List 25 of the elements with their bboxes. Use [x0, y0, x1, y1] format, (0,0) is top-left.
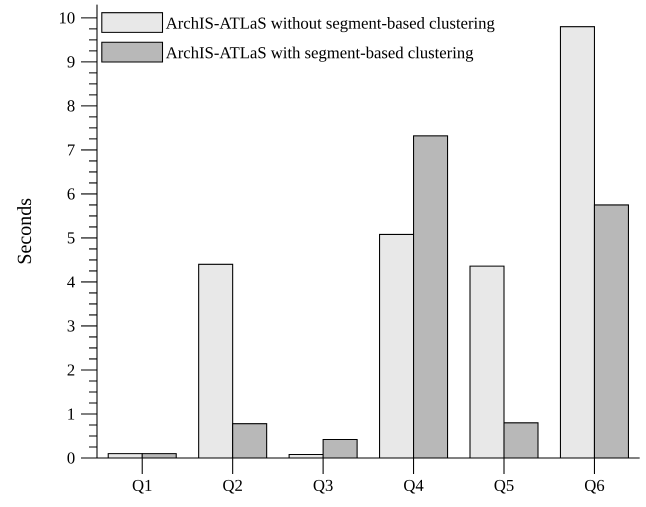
x-tick-label: Q4: [404, 480, 424, 494]
y-tick-label: 5: [68, 232, 75, 244]
y-tick-label: 6: [68, 188, 75, 200]
y-tick-label: 4: [67, 276, 75, 288]
y-tick-label: 8: [67, 100, 75, 112]
x-tick-label: Q2: [223, 480, 242, 494]
bar: [414, 136, 448, 458]
x-tick-label: Q1: [132, 480, 152, 494]
y-axis-title: Seconds: [17, 198, 32, 264]
legend-label: ArchIS-ATLaS without segment-based clustering: [166, 17, 494, 32]
y-tick-label: 9: [67, 56, 74, 68]
y-tick-label: 3: [68, 320, 75, 332]
x-tick-label: Q5: [494, 480, 514, 494]
x-tick-label: Q6: [584, 480, 604, 494]
y-tick-label: 10: [60, 12, 75, 24]
y-tick-label: 1: [68, 408, 74, 420]
x-tick-label: Q3: [314, 480, 333, 494]
bar: [594, 204, 629, 458]
bar: [323, 440, 358, 458]
y-tick-label: 7: [68, 144, 75, 156]
y-tick-label: 0: [67, 452, 75, 464]
bar: [232, 424, 267, 458]
y-tick-label: 2: [68, 364, 74, 376]
bar: [504, 422, 538, 458]
legend-label: ArchIS-ATLaS with segment-based clustering: [166, 46, 474, 62]
